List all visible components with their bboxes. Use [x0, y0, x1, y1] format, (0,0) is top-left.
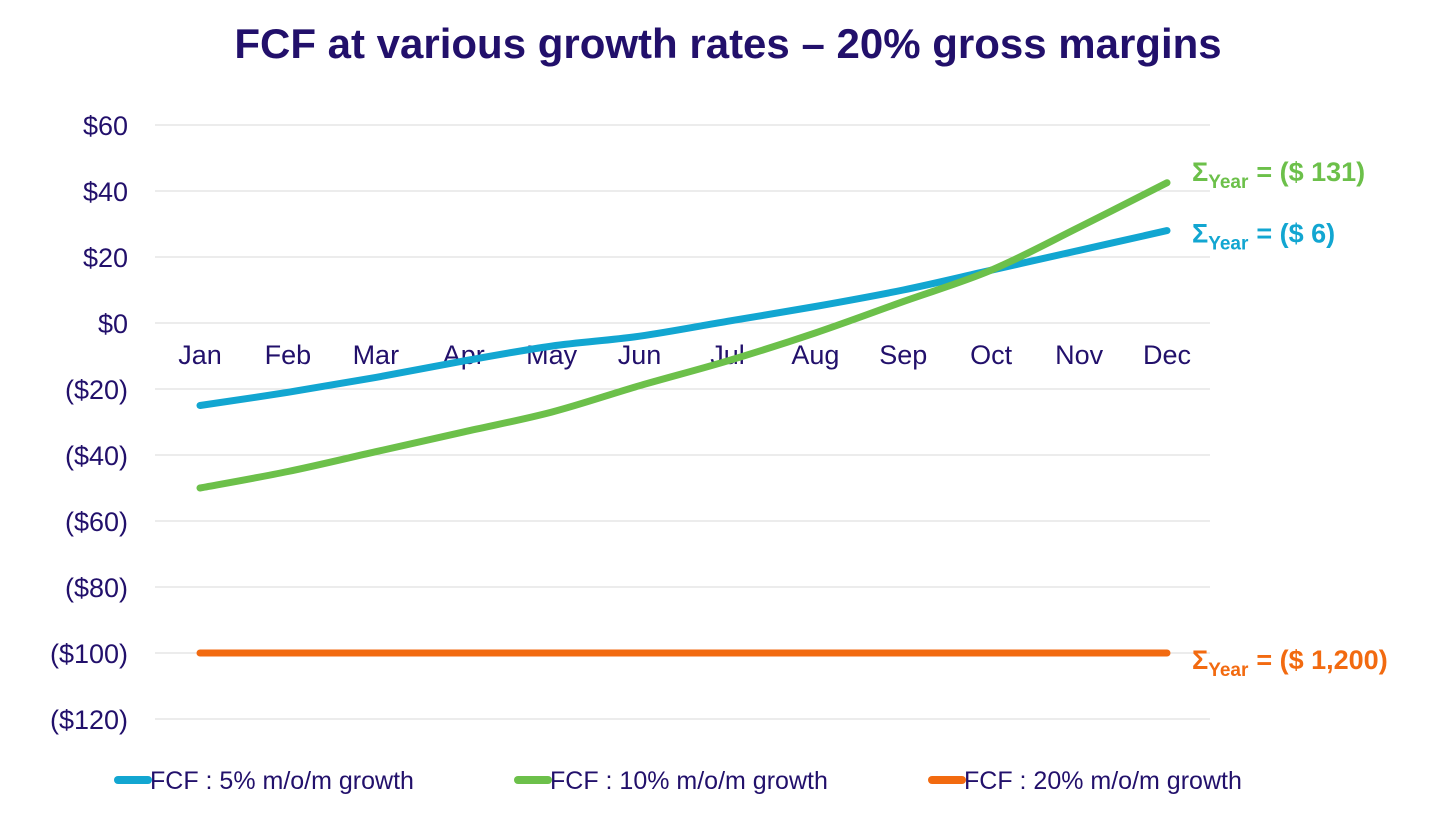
- sigma-subscript: Year: [1208, 234, 1249, 255]
- sigma-symbol: Σ: [1192, 219, 1208, 249]
- x-tick-label: Jun: [618, 340, 662, 370]
- legend: FCF : 5% m/o/m growth FCF : 10% m/o/m gro…: [114, 767, 1242, 795]
- sum-value: = ($ 1,200): [1256, 645, 1387, 675]
- gridlines: [155, 124, 1210, 720]
- legend-label: FCF : 20% m/o/m growth: [964, 767, 1242, 795]
- sigma-symbol: Σ: [1192, 645, 1208, 675]
- legend-label: FCF : 5% m/o/m growth: [150, 767, 414, 795]
- x-tick-label: Jan: [178, 340, 222, 370]
- series-lines: [196, 179, 1171, 657]
- x-axis-ticks: Jan Feb Mar Apr May Jun Jul Aug Sep Oct Nov Dec: [178, 340, 1191, 370]
- y-tick-label: ($100): [50, 639, 128, 669]
- y-tick-label: $40: [83, 177, 128, 207]
- y-tick-label: ($20): [65, 375, 128, 405]
- x-tick-label: Aug: [791, 340, 839, 370]
- series-line: [196, 179, 1171, 492]
- chart-title: FCF at various growth rates – 20% gross …: [234, 20, 1221, 67]
- x-tick-label: Sep: [879, 340, 927, 370]
- x-tick-label: Oct: [970, 340, 1013, 370]
- y-axis-ticks: $60 $40 $20 $0 ($20) ($40) ($60) ($80) ($100) ($1…: [50, 111, 128, 735]
- legend-label: FCF : 10% m/o/m growth: [550, 767, 828, 795]
- x-tick-label: Nov: [1055, 340, 1104, 370]
- y-tick-label: ($80): [65, 573, 128, 603]
- sigma-subscript: Year: [1208, 660, 1249, 681]
- y-tick-label: ($40): [65, 441, 128, 471]
- y-tick-label: $0: [98, 309, 128, 339]
- series-sum-annotation: ΣYear = ($ 131): [1192, 157, 1365, 193]
- series-sum-annotation: ΣYear = ($ 1,200): [1192, 645, 1388, 681]
- x-tick-label: Mar: [353, 340, 400, 370]
- sigma-subscript: Year: [1208, 172, 1249, 193]
- series-sum-annotation: ΣYear = ($ 6): [1192, 219, 1335, 255]
- y-tick-label: ($120): [50, 705, 128, 735]
- sum-value: = ($ 6): [1256, 219, 1335, 249]
- series-annotations: ΣYear = ($ 6)ΣYear = ($ 131)ΣYear = ($ 1,20…: [1192, 157, 1388, 681]
- x-tick-label: Feb: [265, 340, 312, 370]
- y-tick-label: $60: [83, 111, 128, 141]
- sum-value: = ($ 131): [1256, 157, 1365, 187]
- sigma-symbol: Σ: [1192, 157, 1208, 187]
- x-tick-label: Dec: [1143, 340, 1191, 370]
- y-tick-label: ($60): [65, 507, 128, 537]
- y-tick-label: $20: [83, 243, 128, 273]
